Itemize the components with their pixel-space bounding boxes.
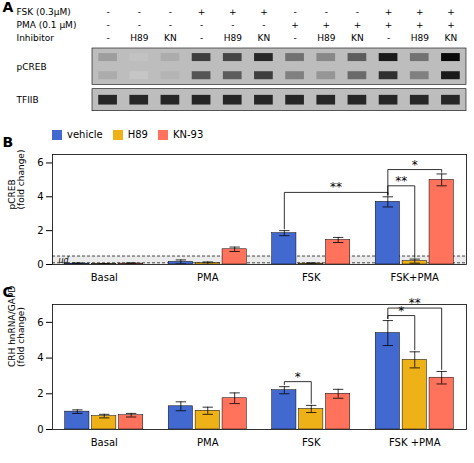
svg-text:-: - <box>293 33 296 43</box>
svg-text:-: - <box>106 33 109 43</box>
svg-text:+: + <box>416 20 424 30</box>
svg-text:pCREB: pCREB <box>17 62 47 72</box>
svg-text:-: - <box>231 20 234 30</box>
svg-text:C: C <box>3 286 13 300</box>
svg-text:0: 0 <box>37 424 43 435</box>
svg-text:FSK: FSK <box>302 272 321 283</box>
svg-text:+: + <box>322 20 330 30</box>
svg-text:+: + <box>260 7 268 17</box>
svg-text:-: - <box>356 7 359 17</box>
svg-text:B: B <box>3 136 14 150</box>
svg-text:2: 2 <box>37 225 43 236</box>
html-text:KN-93: KN-93 <box>172 129 204 140</box>
svg-text:PMA: PMA <box>197 437 219 448</box>
svg-text:+: + <box>354 20 362 30</box>
svg-text:-: - <box>325 7 328 17</box>
svg-text:+: + <box>229 7 237 17</box>
svg-text:PMA (0.1 μM): PMA (0.1 μM) <box>17 20 77 30</box>
svg-text:KN: KN <box>164 33 177 43</box>
svg-text:TFIIB: TFIIB <box>16 95 39 105</box>
svg-text:-: - <box>106 7 109 17</box>
svg-text:-: - <box>169 20 172 30</box>
svg-text:ud: ud <box>58 255 69 265</box>
svg-text:-: - <box>387 33 390 43</box>
svg-text:KN: KN <box>351 33 364 43</box>
svg-text:FSK (0.3μM): FSK (0.3μM) <box>17 7 71 17</box>
svg-text:+: + <box>385 20 393 30</box>
svg-text:KN: KN <box>258 33 271 43</box>
svg-text:4: 4 <box>37 191 43 202</box>
svg-text:H89: H89 <box>411 33 429 43</box>
svg-text:Basal: Basal <box>91 272 118 283</box>
svg-text:-: - <box>106 20 109 30</box>
svg-text:6: 6 <box>37 317 43 328</box>
svg-text:H89: H89 <box>317 33 335 43</box>
svg-text:-: - <box>138 7 141 17</box>
svg-text:*: * <box>412 158 418 172</box>
svg-text:6: 6 <box>37 157 43 168</box>
svg-text:A: A <box>3 0 14 15</box>
svg-text:2: 2 <box>37 388 43 399</box>
svg-text:H89: H89 <box>130 33 148 43</box>
svg-text:4: 4 <box>37 352 43 363</box>
svg-text:FSK +PMA: FSK +PMA <box>389 437 441 448</box>
svg-text:**: ** <box>409 296 421 310</box>
svg-text:+: + <box>291 20 299 30</box>
svg-text:-: - <box>262 20 265 30</box>
html-text:vehicle: vehicle <box>67 129 103 140</box>
svg-text:Basal: Basal <box>91 437 118 448</box>
svg-text:FSK: FSK <box>302 437 321 448</box>
svg-text:*: * <box>295 370 301 384</box>
svg-text:+: + <box>416 7 424 17</box>
svg-text:-: - <box>169 7 172 17</box>
svg-text:PMA: PMA <box>197 272 219 283</box>
svg-text:0: 0 <box>37 259 43 270</box>
html-text:H89: H89 <box>127 129 148 140</box>
svg-text:H89: H89 <box>224 33 242 43</box>
svg-text:+: + <box>447 20 455 30</box>
svg-text:-: - <box>138 20 141 30</box>
svg-text:KN: KN <box>445 33 458 43</box>
svg-text:+: + <box>198 7 206 17</box>
svg-text:FSK+PMA: FSK+PMA <box>391 272 440 283</box>
svg-text:-: - <box>200 20 203 30</box>
svg-text:**: ** <box>395 174 407 188</box>
svg-text:+: + <box>385 7 393 17</box>
svg-text:+: + <box>447 7 455 17</box>
svg-text:-: - <box>293 7 296 17</box>
svg-text:pCREB(fold change): pCREB(fold change) <box>7 150 26 210</box>
svg-text:-: - <box>200 33 203 43</box>
svg-text:**: ** <box>330 180 342 194</box>
svg-text:Inhibitor: Inhibitor <box>17 33 55 43</box>
svg-text:*: * <box>398 304 404 318</box>
